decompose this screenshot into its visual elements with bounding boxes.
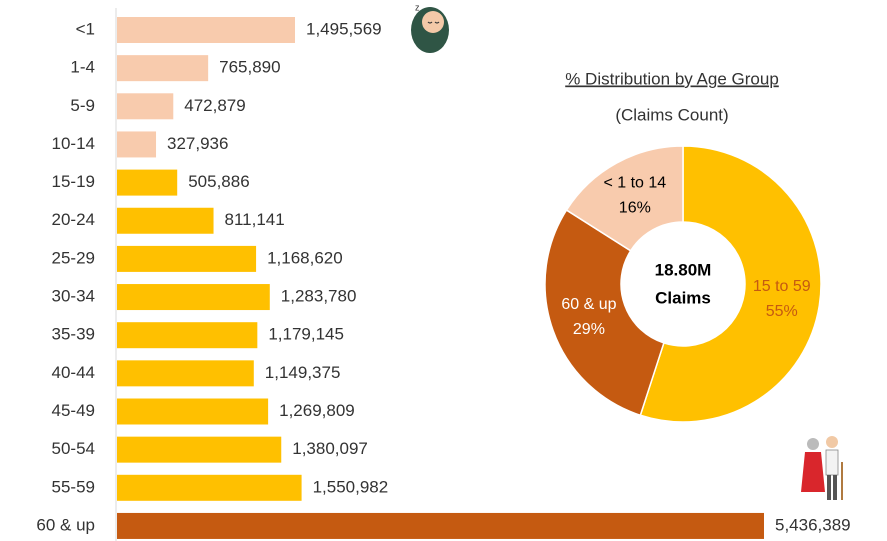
y-tick-label: 20-24	[52, 210, 95, 229]
bar	[117, 399, 268, 425]
center-value: 18.80M	[655, 260, 712, 279]
value-label: 1,550,982	[313, 477, 389, 496]
value-label: 811,141	[225, 210, 285, 229]
value-label: 1,380,097	[292, 439, 368, 458]
elderly-icon	[801, 436, 842, 500]
y-tick-label: 50-54	[52, 439, 95, 458]
bar	[117, 55, 208, 81]
value-label: 472,879	[184, 96, 245, 115]
y-tick-label: 60 & up	[36, 515, 95, 534]
y-tick-label: 25-29	[52, 248, 95, 267]
value-label: 765,890	[219, 58, 280, 77]
bar	[117, 475, 302, 501]
chart-title: % Distribution by Age Group	[565, 69, 779, 88]
value-label: 1,269,809	[279, 401, 355, 420]
value-label: 1,179,145	[268, 325, 344, 344]
bar	[117, 17, 295, 43]
baby-icon: z	[411, 2, 449, 53]
slice-value-label: 16%	[619, 200, 651, 217]
center-text: Claims	[655, 288, 711, 307]
y-tick-label: 15-19	[52, 172, 95, 191]
chart-subtitle: (Claims Count)	[615, 105, 728, 124]
bar	[117, 93, 173, 119]
svg-text:z: z	[415, 2, 420, 12]
slice-label: 60 & up	[561, 296, 616, 313]
y-tick-label: 55-59	[52, 477, 95, 496]
value-label: 1,283,780	[281, 287, 357, 306]
slice-value-label: 55%	[766, 303, 798, 320]
bar	[117, 170, 177, 196]
y-tick-label: 5-9	[70, 96, 95, 115]
bar	[117, 360, 254, 386]
value-label: 1,168,620	[267, 248, 343, 267]
value-label: 5,436,389	[775, 515, 851, 534]
value-label: 1,495,569	[306, 19, 382, 38]
value-label: 1,149,375	[265, 363, 341, 382]
y-tick-label: 1-4	[70, 58, 95, 77]
bar	[117, 513, 764, 539]
bar	[117, 437, 281, 463]
value-label: 327,936	[167, 134, 228, 153]
bar	[117, 246, 256, 272]
slice-label: 15 to 59	[753, 278, 811, 295]
chart: z <1 1,495,569 1-4 765,890 5-9 472,879 10-14 32…	[0, 0, 887, 541]
y-tick-label: 40-44	[52, 363, 95, 382]
bar	[117, 131, 156, 157]
y-tick-label: <1	[76, 19, 95, 38]
value-label: 505,886	[188, 172, 249, 191]
bar	[117, 322, 257, 348]
slice-value-label: 29%	[573, 321, 605, 338]
slice-label: < 1 to 14	[603, 175, 666, 192]
bar	[117, 284, 270, 310]
y-tick-label: 10-14	[52, 134, 95, 153]
y-tick-label: 30-34	[52, 287, 95, 306]
bar	[117, 208, 214, 234]
y-tick-label: 35-39	[52, 325, 95, 344]
y-tick-label: 45-49	[52, 401, 95, 420]
